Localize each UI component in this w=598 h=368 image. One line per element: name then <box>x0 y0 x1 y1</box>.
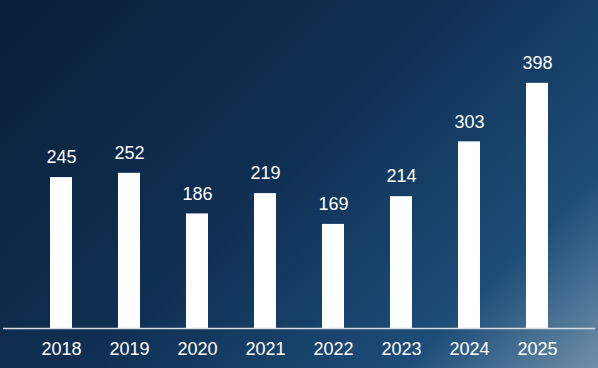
svg-text:303: 303 <box>454 112 484 132</box>
svg-text:2021: 2021 <box>245 339 285 359</box>
svg-text:2022: 2022 <box>313 339 353 359</box>
svg-text:245: 245 <box>46 147 76 167</box>
svg-text:214: 214 <box>386 166 416 186</box>
svg-text:252: 252 <box>114 143 144 163</box>
svg-text:219: 219 <box>250 163 280 183</box>
svg-text:169: 169 <box>318 194 348 214</box>
svg-text:398: 398 <box>522 53 552 73</box>
svg-text:2023: 2023 <box>381 339 421 359</box>
svg-text:2025: 2025 <box>517 339 557 359</box>
svg-text:2018: 2018 <box>41 339 81 359</box>
svg-text:2019: 2019 <box>109 339 149 359</box>
svg-text:186: 186 <box>182 184 212 204</box>
svg-text:2020: 2020 <box>177 339 217 359</box>
svg-text:2024: 2024 <box>449 339 489 359</box>
